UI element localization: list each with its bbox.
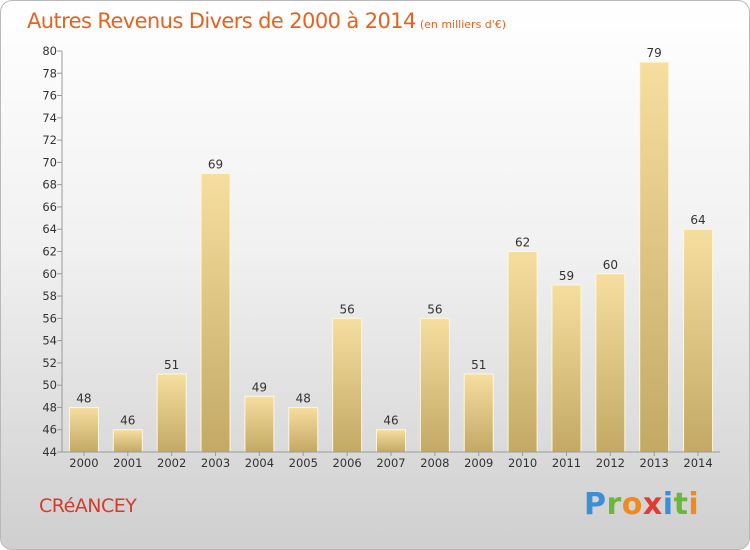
bar <box>112 429 143 453</box>
bar-value-label: 56 <box>427 302 442 316</box>
logo-letter: P <box>584 487 607 522</box>
y-tick-label: 56 <box>42 311 57 325</box>
bar-value-label: 46 <box>120 414 135 428</box>
x-tick-label: 2000 <box>69 456 98 470</box>
bar <box>288 406 319 453</box>
x-tick-label: 2002 <box>157 456 186 470</box>
y-tick-label: 68 <box>42 178 57 192</box>
proxiti-logo: Proxiti <box>584 487 699 522</box>
bar-value-label: 64 <box>690 213 705 227</box>
x-tick-label: 2009 <box>464 456 493 470</box>
title-text: Autres Revenus Divers de 2000 à 2014 <box>27 9 416 33</box>
x-tick-label: 2007 <box>376 456 405 470</box>
bar <box>639 61 670 453</box>
bar-value-label: 48 <box>296 391 311 405</box>
y-tick-label: 52 <box>42 356 57 370</box>
x-tick-label: 2013 <box>640 456 669 470</box>
x-tick-label: 2004 <box>245 456 274 470</box>
y-axis: 44 46 48 50 52 54 56 58 60 62 64 66 68 70 72 74 76 78 80 <box>42 44 63 459</box>
bar-value-label: 56 <box>339 302 354 316</box>
bar-value-label: 60 <box>603 258 618 272</box>
bar-value-label: 62 <box>515 236 530 250</box>
logo-letter: t <box>673 487 689 522</box>
logo-letter: i <box>662 487 674 522</box>
bar-value-label: 48 <box>76 391 91 405</box>
x-tick-label: 2006 <box>332 456 361 470</box>
bar <box>507 251 538 453</box>
bar-value-label: 46 <box>383 414 398 428</box>
bar-value-label: 79 <box>647 46 662 60</box>
chart-title: Autres Revenus Divers de 2000 à 2014 (en … <box>27 9 506 33</box>
bar <box>200 173 231 453</box>
bar <box>463 373 494 453</box>
bar <box>683 228 714 453</box>
bar <box>595 273 626 453</box>
y-tick-label: 80 <box>42 44 57 58</box>
logo-letter: r <box>606 487 622 522</box>
y-tick-label: 76 <box>42 89 57 103</box>
bar <box>244 395 275 453</box>
bar <box>419 317 450 453</box>
bar <box>332 317 363 453</box>
y-tick-label: 72 <box>42 133 57 147</box>
x-axis: 2000 2001 2002 2003 2004 2005 2006 2007 2008 2009… <box>62 451 720 470</box>
bar-value-label: 69 <box>208 158 223 172</box>
y-tick-label: 48 <box>42 400 57 414</box>
x-tick-label: 2014 <box>683 456 712 470</box>
commune-name: CRéANCEY <box>39 495 137 517</box>
y-tick-label: 64 <box>42 222 57 236</box>
bar-value-label: 59 <box>559 269 574 283</box>
bar <box>68 406 99 453</box>
bar <box>376 429 406 453</box>
title-unit: (en milliers d'€) <box>419 18 507 31</box>
bar <box>156 373 187 453</box>
logo-letter: x <box>642 487 663 522</box>
y-tick-label: 54 <box>42 334 57 348</box>
y-tick-label: 74 <box>42 111 57 125</box>
logo-letter: i <box>688 487 700 522</box>
x-tick-label: 2011 <box>552 456 581 470</box>
y-tick-label: 44 <box>42 445 57 459</box>
y-tick-label: 50 <box>42 378 57 392</box>
x-tick-label: 2010 <box>508 456 537 470</box>
x-tick-label: 2008 <box>420 456 449 470</box>
y-tick-label: 62 <box>42 245 57 259</box>
bar-value-label: 51 <box>471 358 486 372</box>
x-tick-label: 2003 <box>201 456 230 470</box>
y-tick-label: 78 <box>42 66 57 80</box>
x-tick-label: 2005 <box>289 456 318 470</box>
y-tick-label: 58 <box>42 289 57 303</box>
y-tick-label: 46 <box>42 423 57 437</box>
y-tick-label: 66 <box>42 200 57 214</box>
logo-letter: o <box>621 487 643 522</box>
bars: 48 46 51 69 49 48 56 46 56 51 62 59 60 79 64 <box>68 46 714 453</box>
bar <box>551 284 582 453</box>
x-tick-label: 2001 <box>113 456 142 470</box>
y-tick-label: 70 <box>42 155 57 169</box>
bar-value-label: 49 <box>252 380 267 394</box>
y-tick-label: 60 <box>42 267 57 281</box>
x-tick-label: 2012 <box>596 456 625 470</box>
bar-value-label: 51 <box>164 358 179 372</box>
